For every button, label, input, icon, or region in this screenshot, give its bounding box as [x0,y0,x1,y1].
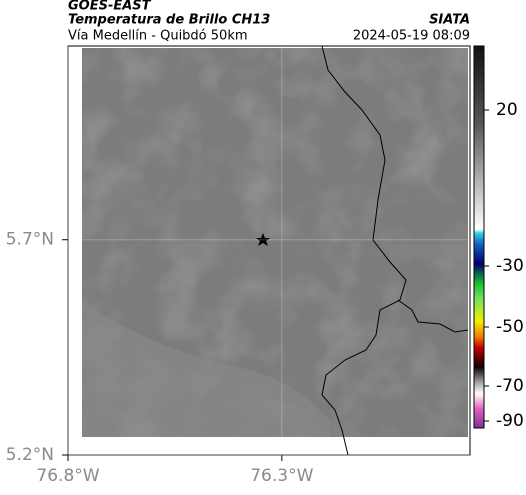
colorbar [473,45,485,429]
x-tick-label: 76.8°W [36,466,99,486]
map-area [67,45,471,456]
colorbar-tick-label: -50 [496,317,524,337]
source: SIATA [429,13,470,28]
border [321,45,407,456]
colorbar-tick-label: -30 [496,256,524,276]
border [397,299,469,333]
subtitle: Temperatura de Brillo CH13 [68,13,270,28]
y-tick-label: 5.2°N [6,445,54,465]
colorbar-tick-label: -90 [496,411,524,431]
title: GOES-EAST [68,0,152,14]
region: Vía Medellín - Quibdó 50km [68,29,248,44]
colorbar-tick-label: 20 [496,100,518,120]
colorbar-tick-label: -70 [496,376,524,396]
x-tick-label: 76.3°W [250,466,313,486]
map-frame [67,45,471,456]
location-marker [256,233,270,246]
datetime: 2024-05-19 08:09 [353,29,470,44]
image-region [82,300,330,437]
y-tick-label: 5.7°N [6,230,54,250]
